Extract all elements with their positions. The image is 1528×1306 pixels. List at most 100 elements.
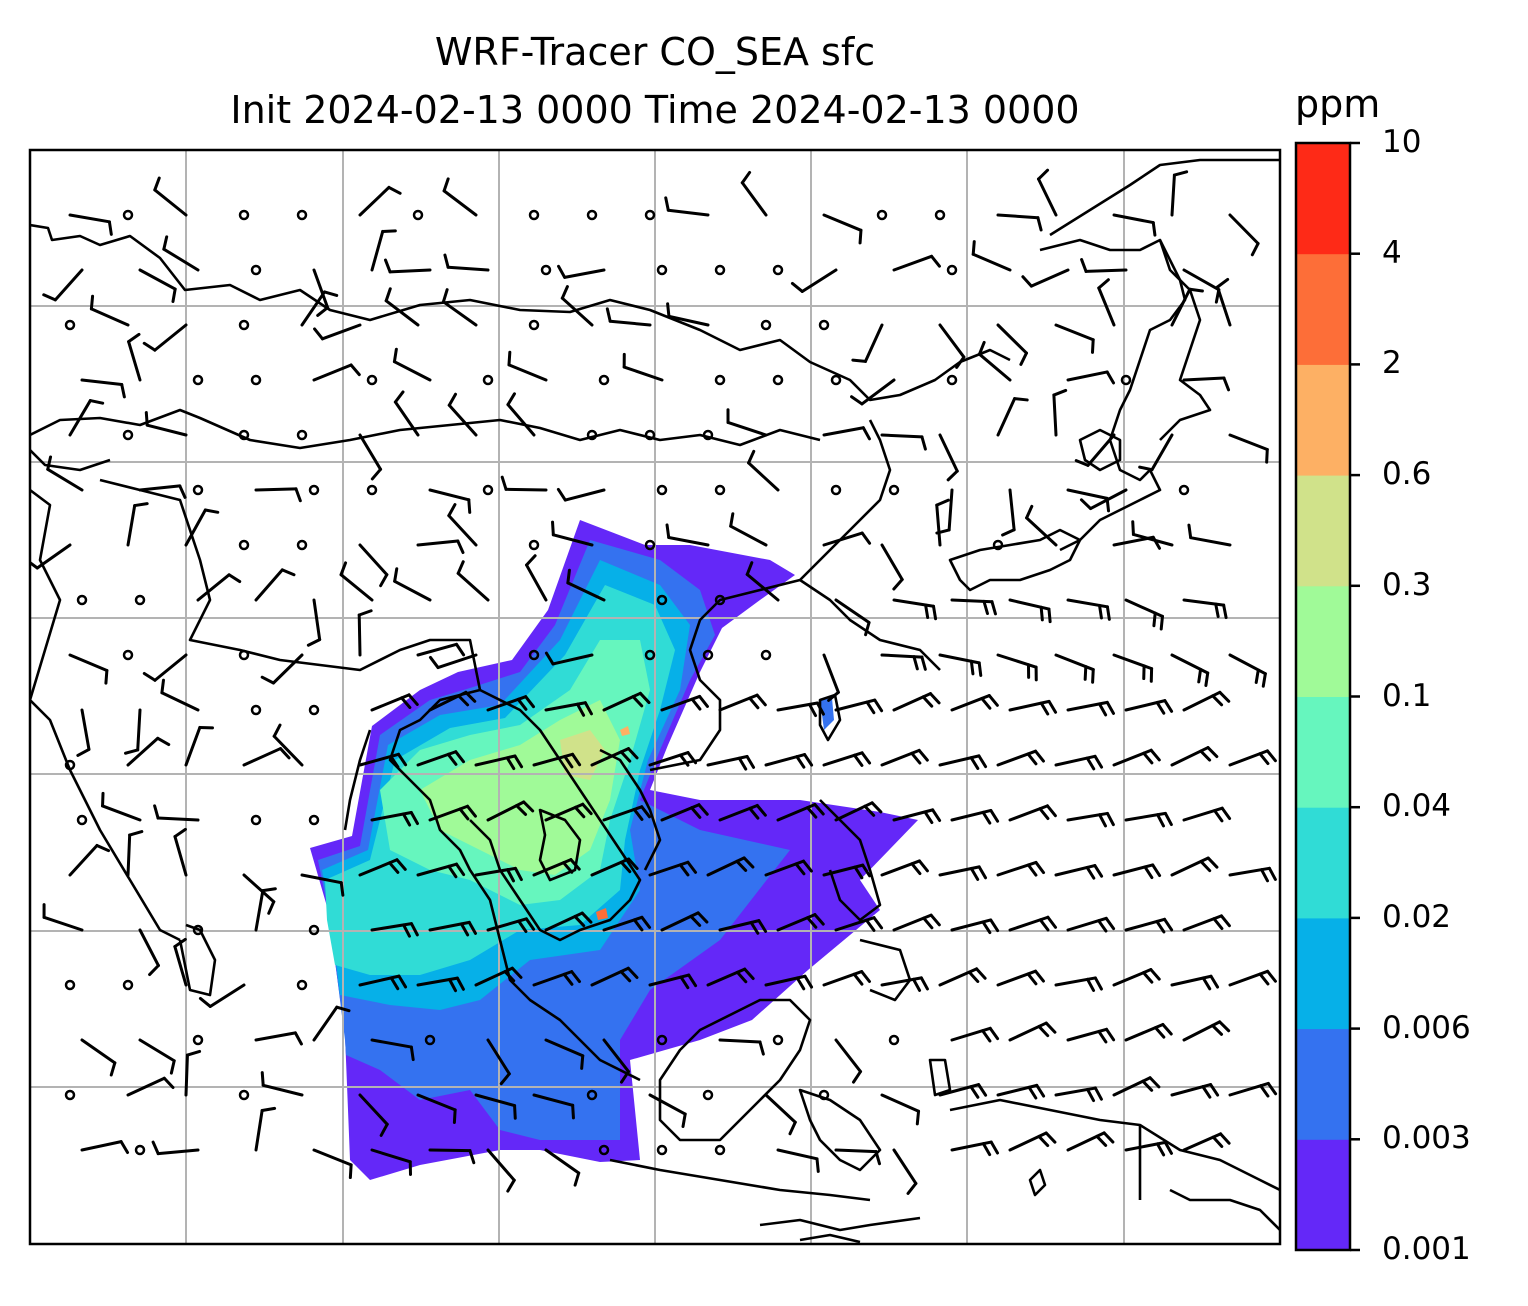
calm-wind-marker (586, 209, 598, 221)
wind-barb-shaft (127, 340, 142, 382)
wind-barb-shaft (1066, 488, 1109, 500)
wind-barb-feather (42, 293, 57, 302)
wind-barb-feather (982, 599, 989, 616)
wind-barb-shaft (1084, 268, 1128, 273)
wind-barb-feather (987, 694, 999, 707)
wind-barb-shaft (370, 1148, 412, 1164)
wind-barb-feather (566, 568, 571, 585)
wind-barb-shaft (254, 1031, 297, 1042)
wind-barb-feather (1019, 351, 1028, 366)
wind-barb-feather (981, 810, 992, 825)
wind-barb-shaft (416, 642, 459, 657)
wind-barb-feather (133, 502, 149, 508)
wind-barb-shaft (1131, 532, 1174, 547)
wind-barb-feather (428, 655, 440, 670)
wind-barb-shaft (370, 229, 385, 272)
wind-barb-feather (397, 752, 408, 767)
wind-barb-feather (1105, 1027, 1116, 1042)
wind-barb-feather (696, 911, 709, 924)
wind-barb-feather (1159, 614, 1164, 631)
wind-barb-shaft (370, 1038, 413, 1049)
wind-barb-shaft (339, 573, 374, 602)
calm-wind-marker (644, 649, 656, 661)
colorbar-tick-label: 0.02 (1382, 898, 1452, 935)
wind-barb-feather (1209, 974, 1220, 989)
colorbar-units-label: ppm (1295, 82, 1381, 126)
wind-barb-feather (795, 755, 806, 769)
wind-barb-feather (323, 290, 339, 297)
calm-wind-marker (122, 209, 134, 221)
wind-barb-shaft (1054, 653, 1095, 672)
wind-barb-shaft (126, 1076, 166, 1097)
wind-barb-feather (928, 692, 941, 705)
wind-barb-shaft (80, 708, 91, 751)
wind-barb-feather (142, 341, 157, 352)
wind-barb-feather (402, 923, 411, 938)
wind-barb-feather (794, 862, 806, 876)
wind-barb-shaft (153, 653, 188, 682)
wind-barb-feather (873, 698, 884, 713)
calm-wind-marker (482, 374, 494, 386)
wind-barb-feather (409, 922, 419, 937)
wind-barb-feather (678, 753, 690, 767)
wind-barb-feather (1188, 287, 1204, 293)
wind-barb-feather (272, 723, 282, 738)
wind-barb-feather (198, 996, 212, 1008)
calm-wind-markers (64, 209, 1190, 1156)
wind-barb-shaft (544, 1148, 581, 1175)
wind-barb-shaft (436, 653, 478, 670)
calm-wind-marker (876, 209, 888, 221)
wind-barb-feather (455, 642, 466, 657)
calm-wind-marker (192, 1034, 204, 1046)
wind-barb-feather (1172, 170, 1189, 177)
wind-barb-shaft (892, 692, 932, 712)
wind-barb-feather (827, 690, 840, 702)
wind-barb-shaft (1008, 1131, 1048, 1152)
wind-barb-shaft (566, 581, 606, 602)
colorbar-tick-label: 0.6 (1382, 456, 1432, 493)
wind-barb-feather (1098, 813, 1107, 828)
wind-barb-feather (524, 695, 535, 709)
wind-barb-feather (1154, 1026, 1166, 1039)
wind-barb-feather (749, 921, 760, 935)
wind-barb-shaft (254, 889, 265, 932)
calm-wind-marker (888, 1034, 900, 1046)
colorbar-tick-label: 4 (1382, 234, 1402, 271)
calm-wind-marker (76, 814, 88, 826)
wind-barb-shaft (208, 983, 246, 1008)
wind-barb-shaft (358, 185, 391, 217)
wind-barb-feather (544, 651, 555, 666)
wind-barb-feather (806, 916, 818, 929)
wind-barb-feather (1151, 221, 1157, 237)
wind-barb-feather (513, 1104, 517, 1120)
wind-barb-feather (393, 390, 405, 404)
wind-barb-shaft (1170, 856, 1210, 877)
wind-barb-feather (813, 802, 825, 816)
wind-barb-feather (1219, 914, 1231, 928)
wind-barb-feather (969, 866, 980, 881)
wind-barb-feather (458, 807, 470, 821)
calm-wind-marker (308, 814, 320, 826)
wind-barb-feather (401, 812, 412, 827)
wind-barb-feather (1037, 1024, 1050, 1038)
calm-wind-marker (714, 594, 726, 606)
wind-barb-shaft (764, 1093, 797, 1124)
wind-barb-feather (562, 972, 574, 986)
wind-barb-feather (1142, 971, 1154, 984)
wind-barb-feather (580, 1054, 585, 1070)
colorbar-tick-label: 0.1 (1382, 677, 1432, 714)
wind-barb-feather (506, 868, 515, 883)
wind-barb-shaft (935, 503, 942, 547)
wind-barb-feather (1161, 1023, 1173, 1036)
wind-barb-shaft (1112, 653, 1154, 671)
wind-barb-shaft (1182, 376, 1226, 382)
wind-barb-shaft (834, 1148, 878, 1154)
wind-barb-feather (1102, 1131, 1115, 1144)
wind-barb-feather (924, 603, 930, 620)
wind-barb-feather (988, 1026, 1000, 1041)
wind-barb-feather (467, 920, 477, 935)
wind-barb-shaft (892, 254, 934, 272)
wind-barb-feather (1211, 1135, 1224, 1148)
wind-barb-shaft (138, 1038, 176, 1063)
wind-barb-feather (1080, 258, 1088, 273)
